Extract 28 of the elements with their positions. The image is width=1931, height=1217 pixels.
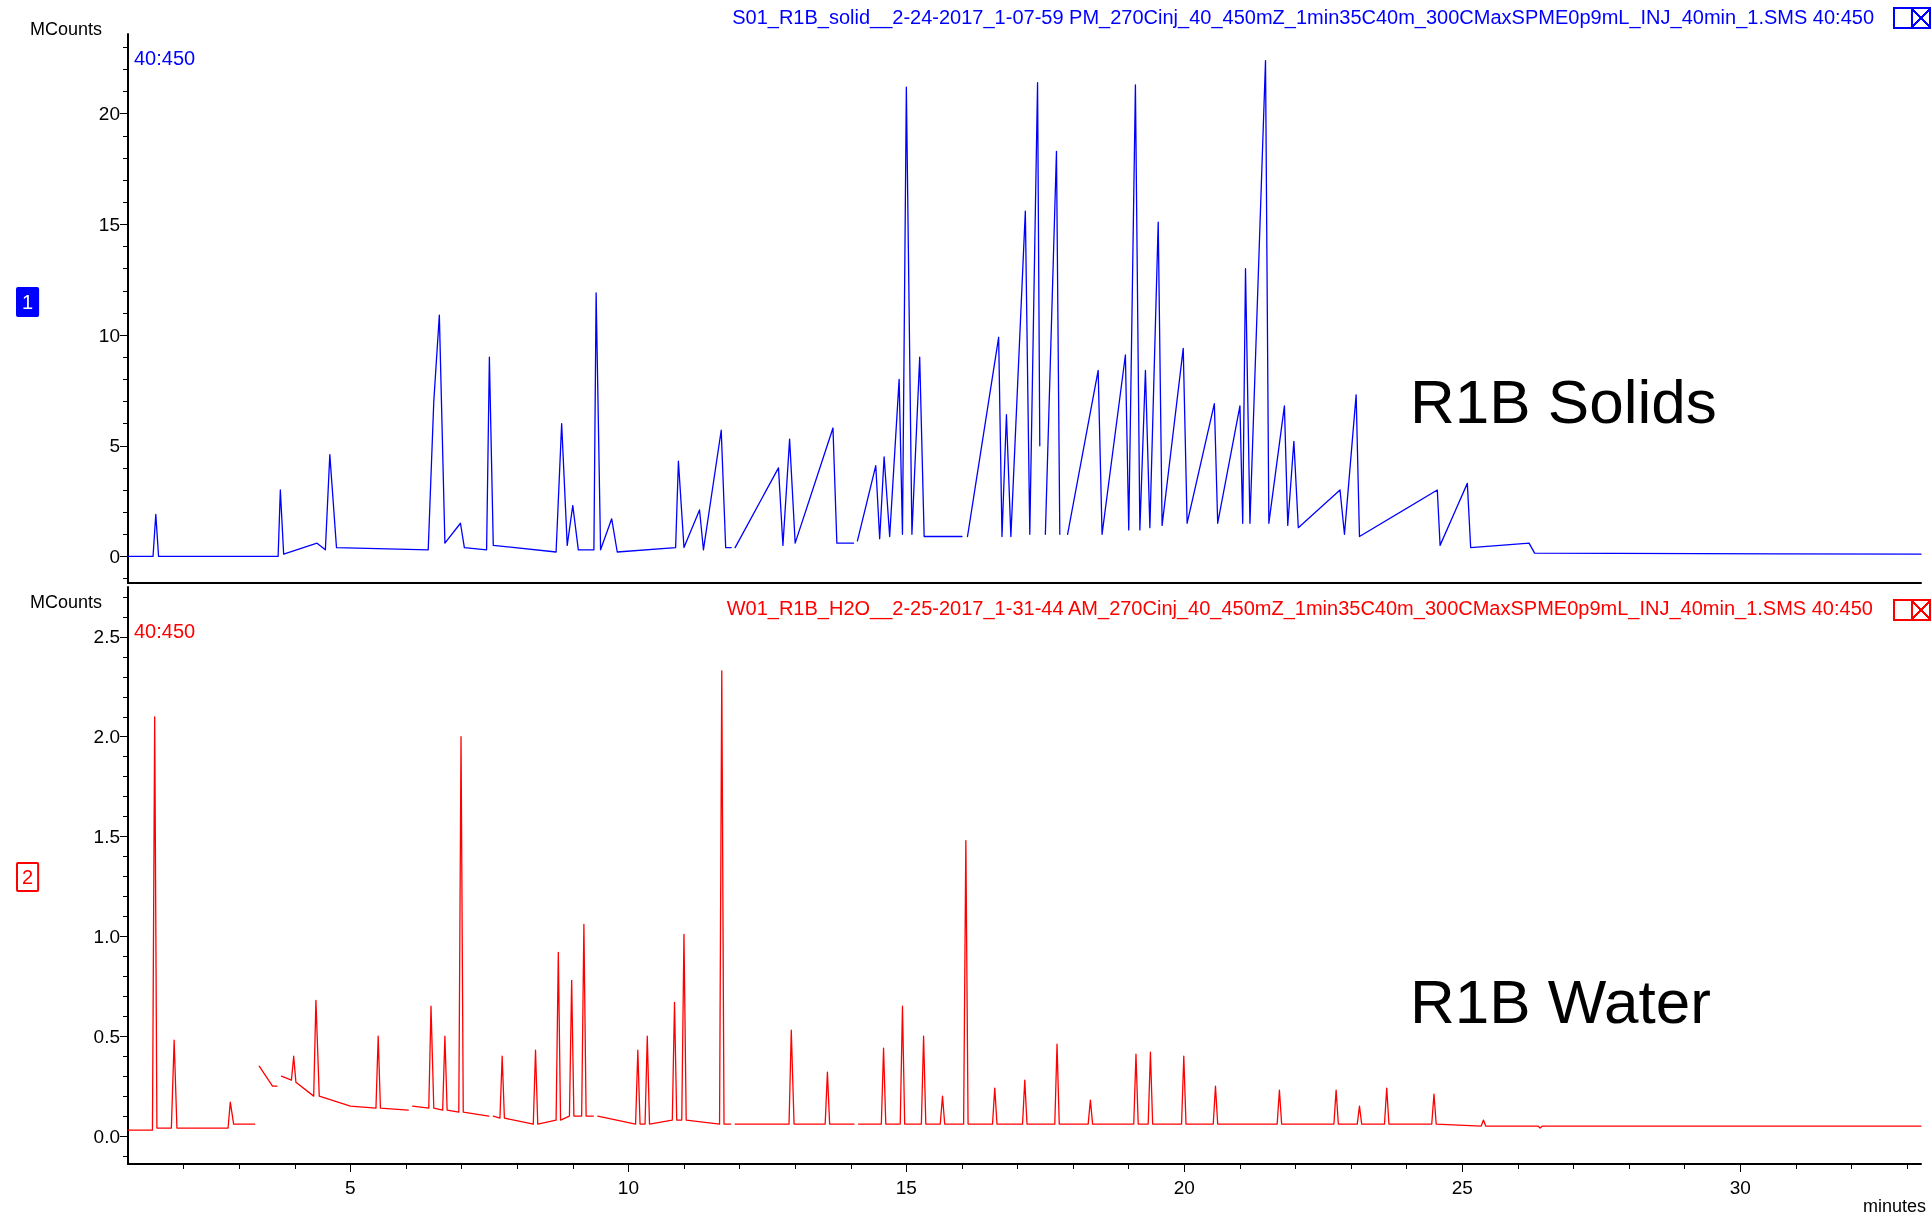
y-axis-title: MCounts [30,19,103,39]
x-tick-label: 15 [895,1177,917,1198]
y-tick-label: 0 [109,545,120,567]
x-tick-label: 5 [345,1177,356,1198]
y-tick-label: 1.5 [93,826,120,848]
y-tick-label: 10 [98,324,120,346]
y-tick-label: 2.5 [93,626,120,648]
y-tick-label: 5 [109,435,120,457]
y-tick-label: 20 [98,103,120,125]
y-tick-label: 0.0 [93,1125,120,1147]
chart-title: S01_R1B_solid__2-24-2017_1-07-59 PM_270Cinj_40_450mZ_1min35C40m_300CMaxSPME0p9mL_INJ_40min_1.SMS 40:450 [732,6,1875,29]
annotation: 40:450 [134,47,196,69]
x-tick-label: 20 [1173,1177,1195,1198]
annotation: R1B Water [1410,966,1711,1036]
annotation: 40:450 [134,620,196,642]
x-tick-label: 25 [1451,1177,1473,1198]
x-tick-label: 30 [1729,1177,1751,1198]
y-tick-label: 1.0 [93,925,120,947]
annotation: R1B Solids [1410,366,1717,436]
text: 1 [22,291,34,313]
x-tick-label: 10 [617,1177,639,1198]
y-tick-label: 15 [98,213,120,235]
text: 2 [22,866,34,888]
y-tick-label: 0.5 [93,1025,120,1047]
x-axis-title: minutes [1862,1196,1926,1216]
text: W01_R1B_H2O__2-25-2017_1-31-44 AM_270Cinj_40_450mZ_1min35C40m_300CMaxSPME0p9mL_INJ_40min_1.SMS 40:450 [726,597,1873,620]
y-tick-label: 2.0 [93,726,120,748]
y-axis-title: MCounts [30,592,103,612]
